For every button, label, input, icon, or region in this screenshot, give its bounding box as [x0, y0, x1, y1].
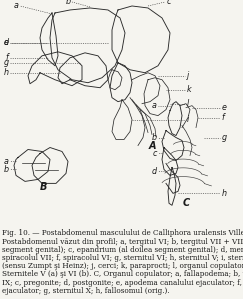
Text: h: h	[3, 68, 9, 77]
Text: e: e	[3, 38, 8, 47]
Text: a: a	[14, 1, 18, 10]
Text: Sternitele V (a) şi VI (b). C, Organul copulator; a, fallapodema; b, tergosternu: Sternitele V (a) şi VI (b). C, Organul c…	[2, 270, 243, 278]
Text: ejaculator; g, sternitul X; h, fallosomul (orig.).: ejaculator; g, sternitul X; h, fallosomu…	[2, 287, 170, 295]
Text: f: f	[5, 53, 8, 62]
Text: l: l	[186, 99, 189, 108]
Text: d: d	[151, 167, 156, 176]
Text: IX; c, pregonite; d, postgonite; e, apodema canalului ejaculator; f, canalul: IX; c, pregonite; d, postgonite; e, apod…	[2, 279, 243, 286]
Text: a: a	[152, 101, 156, 110]
Text: c: c	[166, 0, 171, 7]
Text: e: e	[222, 103, 226, 112]
Text: k: k	[186, 85, 191, 94]
Text: d: d	[3, 38, 9, 47]
Text: Postabdomenul văzut din profil; a, tergitul VI; b, tergitul VII + VIII (primul: Postabdomenul văzut din profil; a, tergi…	[2, 238, 243, 245]
Text: j: j	[186, 71, 189, 80]
Text: Fig. 10. — Postabdomenul masculului de Calliphora uralensis Villeneuve.: Fig. 10. — Postabdomenul masculului de C…	[2, 229, 243, 237]
Text: g: g	[3, 58, 9, 67]
Text: b: b	[65, 0, 70, 7]
Text: f: f	[222, 113, 224, 122]
Text: A: A	[148, 141, 156, 150]
Text: b: b	[3, 165, 9, 174]
Text: (sensu Zumpt şi Heinz); j, cerci; k, paraprocti; l, organul copulator. B,: (sensu Zumpt şi Heinz); j, cerci; k, par…	[2, 262, 243, 270]
Text: g: g	[222, 133, 227, 142]
Text: c: c	[152, 149, 156, 158]
Text: a: a	[4, 157, 9, 166]
Text: B: B	[39, 182, 47, 192]
Text: spiracolul VII; f, spiracolul VI; g, sternitul VI; h, sternitul V; i, sternitul : spiracolul VII; f, spiracolul VI; g, ste…	[2, 254, 243, 262]
Text: h: h	[222, 189, 227, 198]
Text: i: i	[186, 115, 189, 124]
Text: b: b	[151, 133, 156, 142]
Text: C: C	[182, 198, 190, 208]
Text: segment genital); c, epandrium (al doilea segment genital); d, membrana; e,: segment genital); c, epandrium (al doile…	[2, 246, 243, 254]
